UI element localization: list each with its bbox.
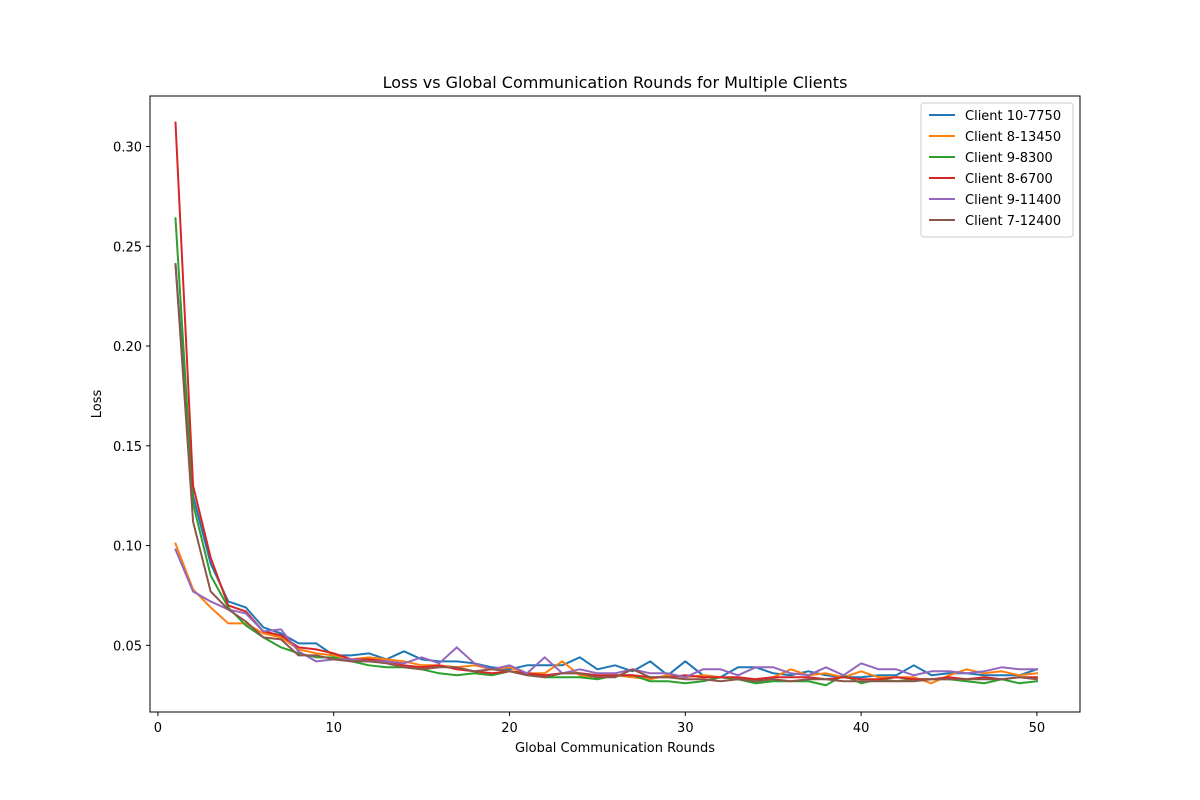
legend-label-3: Client 9-8300 (965, 151, 1053, 166)
y-tick-label: 0.20 (113, 340, 142, 355)
x-tick-label: 0 (154, 721, 162, 736)
series-line-6 (174, 263, 1039, 683)
y-axis-label: Loss (90, 390, 105, 419)
legend-label-5: Client 9-11400 (965, 193, 1061, 208)
legend-label-4: Client 8-6700 (965, 172, 1053, 187)
x-tick-label: 40 (853, 721, 870, 736)
y-tick-label: 0.05 (113, 639, 142, 654)
legend: Client 10-7750 Client 8-13450 Client 9-830… (920, 102, 1074, 238)
y-axis: 0.05 0.10 0.15 0.20 0.25 0.30 (113, 140, 150, 654)
y-tick-label: 0.25 (113, 240, 142, 255)
x-axis: 0 10 20 30 40 50 (154, 712, 1045, 736)
series-line-1 (174, 263, 1039, 679)
plot-frame (149, 95, 1081, 713)
x-tick-label: 30 (677, 721, 694, 736)
x-tick-label: 50 (1029, 721, 1046, 736)
x-tick-label: 10 (325, 721, 342, 736)
legend-label-6: Client 7-12400 (965, 214, 1061, 229)
series-layer (174, 121, 1039, 687)
y-tick-label: 0.10 (113, 540, 142, 555)
chart-title: Loss vs Global Communication Rounds for … (383, 73, 848, 92)
x-axis-label: Global Communication Rounds (515, 741, 715, 756)
legend-label-1: Client 10-7750 (965, 109, 1061, 124)
series-line-4 (174, 121, 1038, 681)
series-line-5 (174, 548, 1038, 679)
y-tick-label: 0.30 (113, 140, 142, 155)
legend-box (920, 102, 1074, 238)
x-tick-label: 20 (501, 721, 518, 736)
y-tick-label: 0.15 (113, 440, 142, 455)
legend-label-2: Client 8-13450 (965, 130, 1061, 145)
